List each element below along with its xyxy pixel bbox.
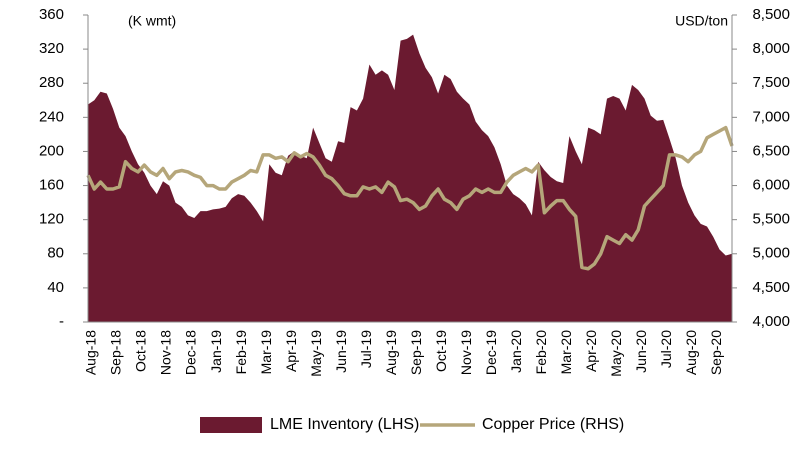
y2-tick-label: 5,500	[752, 211, 790, 228]
y-tick-label: 200	[39, 142, 64, 159]
line	[86, 125, 734, 271]
x-tick-label: Jun-20	[633, 330, 649, 373]
x-tick-label: Jan-19	[208, 330, 224, 373]
y-axis-label: (K wmt)	[128, 13, 176, 29]
y2-tick-label: 8,000	[752, 40, 790, 57]
x-tick-label: Oct-18	[133, 330, 149, 372]
y-tick-label: -	[59, 313, 64, 330]
y-tick-label: 360	[39, 6, 64, 23]
y2-tick-label: 4,500	[752, 279, 790, 296]
y-tick-label: 280	[39, 74, 64, 91]
legend-swatch	[200, 417, 262, 433]
x-tick-label: Aug-19	[383, 330, 399, 375]
y2-tick-label: 8,500	[752, 6, 790, 23]
x-tick-label: Mar-19	[258, 330, 274, 375]
x-tick-label: Jul-20	[658, 330, 674, 368]
y-tick-label: 160	[39, 177, 64, 194]
x-tick-label: Jan-20	[508, 330, 524, 373]
legend-label: LME Inventory (LHS)	[270, 416, 419, 433]
x-tick-label: Sep-18	[108, 330, 124, 375]
y-tick-label: 40	[47, 279, 64, 296]
y-tick-label: 80	[47, 245, 64, 262]
x-tick-label: Feb-20	[533, 330, 549, 375]
x-tick-label: Nov-18	[158, 330, 174, 375]
x-tick-label: Dec-19	[483, 330, 499, 375]
x-tick-label: Mar-20	[558, 330, 574, 375]
x-tick-label: Sep-19	[408, 330, 424, 375]
y2-tick-label: 6,000	[752, 177, 790, 194]
x-tick-label: Apr-20	[583, 330, 599, 372]
x-tick-label: Aug-20	[683, 330, 699, 375]
y2-tick-label: 7,000	[752, 108, 790, 125]
y2-axis-label: USD/ton	[675, 13, 728, 29]
y-tick-label: 320	[39, 40, 64, 57]
x-tick-label: Nov-19	[458, 330, 474, 375]
y2-tick-label: 7,500	[752, 74, 790, 91]
x-tick-label: Sep-20	[708, 330, 724, 375]
y2-tick-label: 6,500	[752, 142, 790, 159]
y-tick-label: 240	[39, 108, 64, 125]
x-tick-label: Jul-19	[358, 330, 374, 368]
x-tick-label: Jun-19	[333, 330, 349, 373]
y2-tick-label: 5,000	[752, 245, 790, 262]
x-tick-label: Aug-18	[83, 330, 99, 375]
y2-tick-label: 4,000	[752, 313, 790, 330]
legend-label: Copper Price (RHS)	[482, 416, 624, 433]
x-tick-label: Oct-19	[433, 330, 449, 372]
x-tick-label: Dec-18	[183, 330, 199, 375]
x-tick-label: Apr-19	[283, 330, 299, 372]
area	[88, 34, 732, 322]
x-tick-label: May-20	[608, 330, 624, 377]
x-tick-label: May-19	[308, 330, 324, 377]
x-tick-label: Feb-19	[233, 330, 249, 375]
y-tick-label: 120	[39, 211, 64, 228]
